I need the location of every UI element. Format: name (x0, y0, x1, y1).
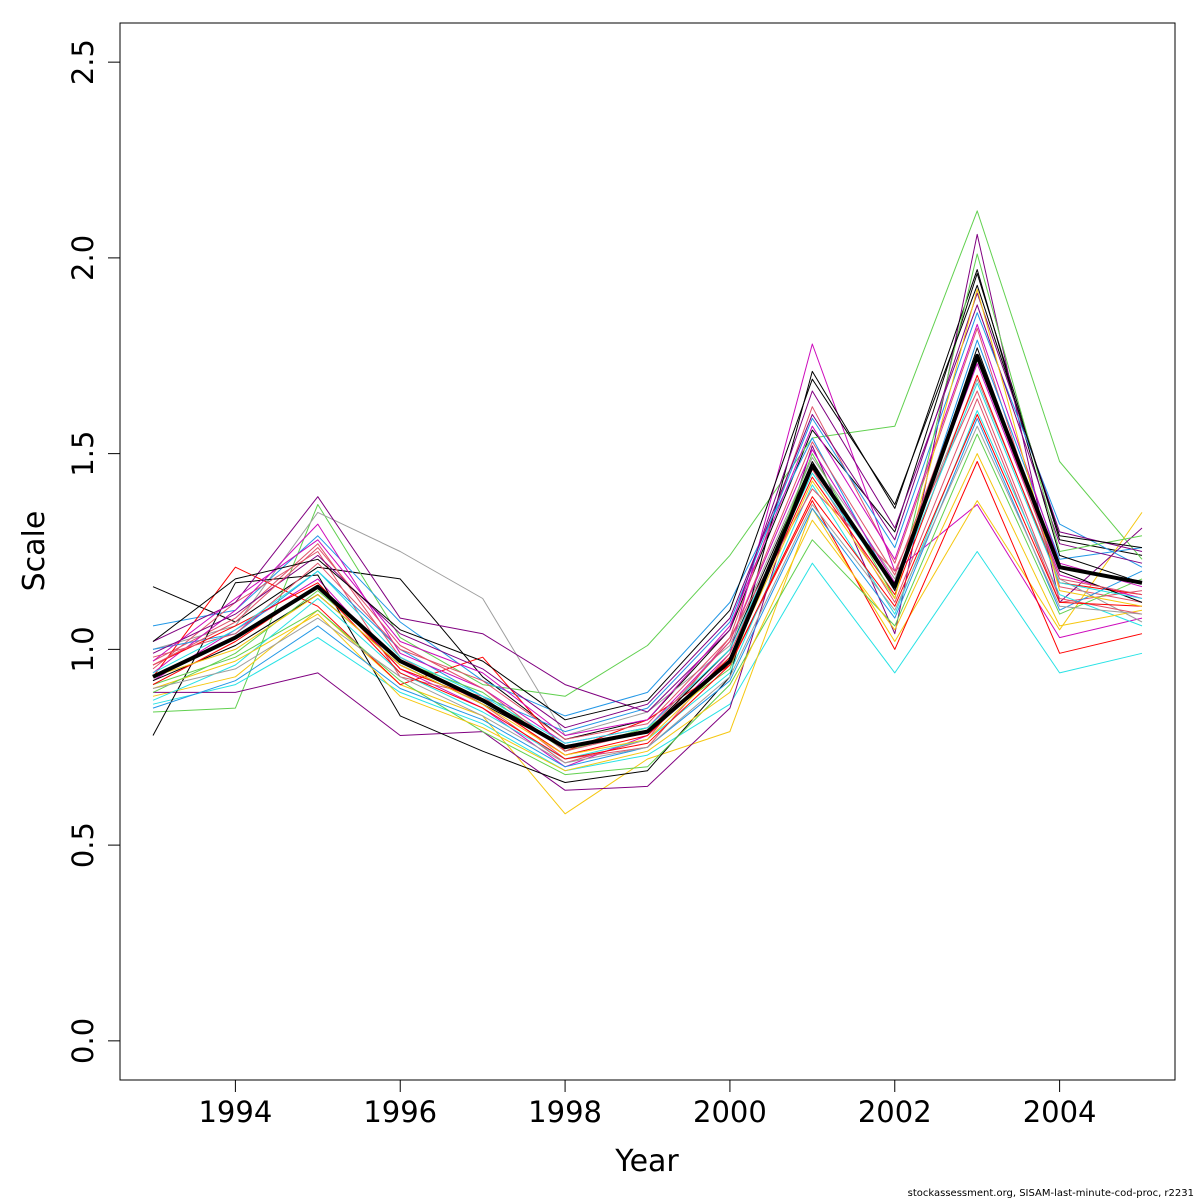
y-tick-label: 1.0 (66, 626, 100, 672)
highlight-layer (152, 353, 1143, 750)
series-line-28 (152, 288, 1143, 756)
series-line-10 (153, 233, 1143, 791)
y-tick-label: 0.0 (66, 1018, 100, 1064)
y-axis-title: Scale (17, 511, 52, 592)
x-axis: 1994 1996 1998 2000 2002 2004 (198, 1079, 1097, 1129)
y-tick-label: 2.5 (66, 39, 100, 85)
series-line-27 (152, 382, 1143, 744)
footer-credit: stockassessment.org, SISAM-last-minute-c… (907, 1188, 1194, 1199)
series-line-24 (152, 323, 1143, 736)
series-layer (152, 210, 1143, 815)
series-line-17 (152, 453, 1143, 772)
series-line-31 (152, 284, 1143, 721)
x-tick-label: 1994 (198, 1095, 272, 1129)
x-tick-label: 1996 (363, 1095, 437, 1129)
x-tick-label: 2000 (693, 1095, 767, 1129)
x-axis-title: Year (614, 1144, 679, 1179)
x-tick-label: 2002 (858, 1095, 932, 1129)
y-tick-label: 1.5 (66, 431, 100, 477)
y-tick-label: 2.0 (66, 235, 100, 281)
series-line-22 (152, 390, 1143, 740)
x-tick-label: 2004 (1023, 1095, 1097, 1129)
series-line-19 (152, 304, 1143, 713)
x-tick-label: 1998 (528, 1095, 602, 1129)
highlighted-series-line (152, 353, 1143, 750)
series-line-4 (152, 339, 1143, 717)
series-line-29 (152, 425, 1143, 764)
series-line-3 (152, 210, 1143, 713)
series-line-26 (152, 292, 1143, 729)
y-axis: 0.0 0.5 1.0 1.5 2.0 2.5 (66, 39, 121, 1064)
series-line-11 (152, 269, 1143, 783)
series-line-18 (152, 374, 1143, 756)
series-line-5 (152, 551, 1143, 772)
series-line-13 (152, 433, 1143, 776)
y-tick-label: 0.5 (66, 822, 100, 868)
